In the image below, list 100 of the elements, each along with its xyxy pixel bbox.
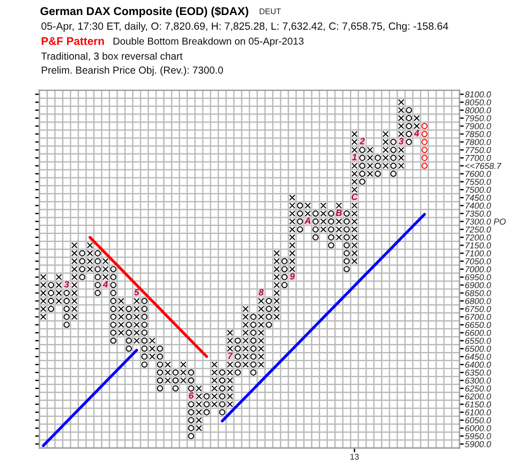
y-tick-label: 6500.0 <box>465 346 492 352</box>
point <box>382 146 389 153</box>
annotation: 1 <box>352 154 356 160</box>
point <box>398 130 404 138</box>
annotation: 9 <box>290 273 295 280</box>
point <box>71 314 78 320</box>
point <box>351 162 358 169</box>
point <box>196 401 202 408</box>
point <box>258 298 264 304</box>
point <box>289 194 296 201</box>
y-tick-label: 7850.0 <box>466 131 492 138</box>
point <box>366 146 374 153</box>
point <box>289 234 296 240</box>
point <box>398 146 404 153</box>
point <box>258 330 264 336</box>
point <box>304 202 311 209</box>
point <box>382 154 389 161</box>
point <box>211 401 218 408</box>
point <box>56 282 62 288</box>
point <box>86 258 94 264</box>
point <box>258 306 264 312</box>
point <box>242 361 249 368</box>
point <box>351 178 358 185</box>
point <box>134 314 140 320</box>
y-tick-label: 8000.0 <box>465 107 492 114</box>
point <box>149 338 156 344</box>
point <box>118 330 124 336</box>
y-tick-label: 7550.0 <box>466 178 492 185</box>
point <box>274 306 280 312</box>
point <box>274 250 280 256</box>
point <box>274 290 280 296</box>
point <box>102 258 109 264</box>
point <box>336 218 342 225</box>
y-tick-label: 6300.0 <box>465 378 492 384</box>
annotation: 3 <box>64 281 70 288</box>
point <box>366 170 374 177</box>
point <box>71 242 78 248</box>
y-tick-label: <<7658.7 <box>465 162 502 170</box>
point <box>289 266 296 272</box>
point <box>274 282 280 288</box>
point <box>351 138 358 146</box>
point <box>421 146 428 153</box>
point <box>289 202 296 209</box>
point <box>289 218 296 225</box>
point <box>274 314 280 320</box>
y-tick-label: 7500.0 <box>466 186 492 193</box>
point <box>351 258 358 264</box>
point <box>398 162 404 169</box>
point <box>382 130 389 138</box>
y-tick-label: 6800.0 <box>465 298 492 304</box>
point <box>134 330 140 336</box>
y-tick-label: 6750.0 <box>465 306 492 312</box>
point <box>196 393 202 400</box>
point <box>258 346 264 352</box>
point <box>118 298 124 304</box>
point <box>242 354 249 360</box>
annotation: B <box>336 210 342 216</box>
point <box>71 258 78 264</box>
point <box>242 330 249 336</box>
point <box>86 250 94 256</box>
point <box>242 306 249 312</box>
y-tick-label: 6200.0 <box>465 393 492 400</box>
point <box>226 401 234 408</box>
point <box>149 346 156 352</box>
point <box>134 306 140 312</box>
annotation: C <box>352 194 358 200</box>
point <box>414 115 420 122</box>
point <box>320 210 326 217</box>
point <box>398 122 404 130</box>
point <box>118 322 124 328</box>
point <box>289 242 296 248</box>
y-tick-label: 6850.0 <box>465 290 492 296</box>
text: 05-Apr, 17:30 ET, daily, O: 7,820.69, H: 7,825.28, L: 7,632.42, C: 7,658.75, Chg: -158.64 <box>41 22 448 32</box>
point <box>351 242 358 248</box>
annotation: 7 <box>228 352 233 359</box>
point <box>164 369 171 376</box>
point <box>56 290 62 296</box>
point <box>71 250 78 256</box>
point <box>242 314 249 320</box>
point <box>164 361 171 368</box>
y-tick-label: 8100.0 <box>465 91 492 98</box>
annotation: 2 <box>360 138 365 144</box>
y-tick-label: 7400.0 <box>466 202 492 209</box>
point <box>134 338 140 344</box>
y-tick-label: 6000.0 <box>465 425 492 432</box>
annotation: 4 <box>102 281 108 288</box>
y-tick-label: 7900.0 <box>466 123 492 130</box>
point <box>71 290 78 296</box>
point <box>258 338 264 344</box>
x-tick-label: 13 <box>350 454 359 460</box>
point <box>258 354 264 360</box>
point <box>134 322 140 328</box>
point <box>242 346 249 352</box>
point <box>86 266 94 272</box>
point <box>351 210 358 217</box>
point <box>421 122 428 130</box>
y-tick-label: 7450.0 <box>466 194 492 201</box>
point <box>226 393 234 400</box>
point <box>336 226 342 232</box>
point <box>86 242 94 248</box>
